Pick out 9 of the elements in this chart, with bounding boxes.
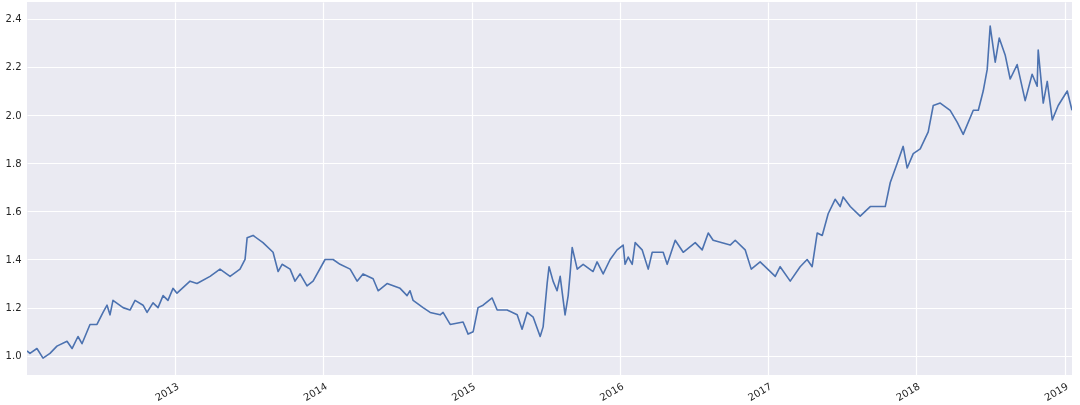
y-tick-label: 1.0 bbox=[5, 350, 22, 362]
y-tick-label: 2.2 bbox=[5, 61, 22, 73]
y-tick-label: 1.4 bbox=[5, 253, 22, 265]
y-tick-label: 2.4 bbox=[5, 13, 22, 25]
y-tick-label: 1.6 bbox=[5, 205, 22, 217]
y-tick-label: 1.2 bbox=[5, 302, 22, 314]
y-tick-label: 2.0 bbox=[5, 109, 22, 121]
y-tick-label: 1.8 bbox=[5, 157, 22, 169]
line-series bbox=[27, 25, 1072, 359]
